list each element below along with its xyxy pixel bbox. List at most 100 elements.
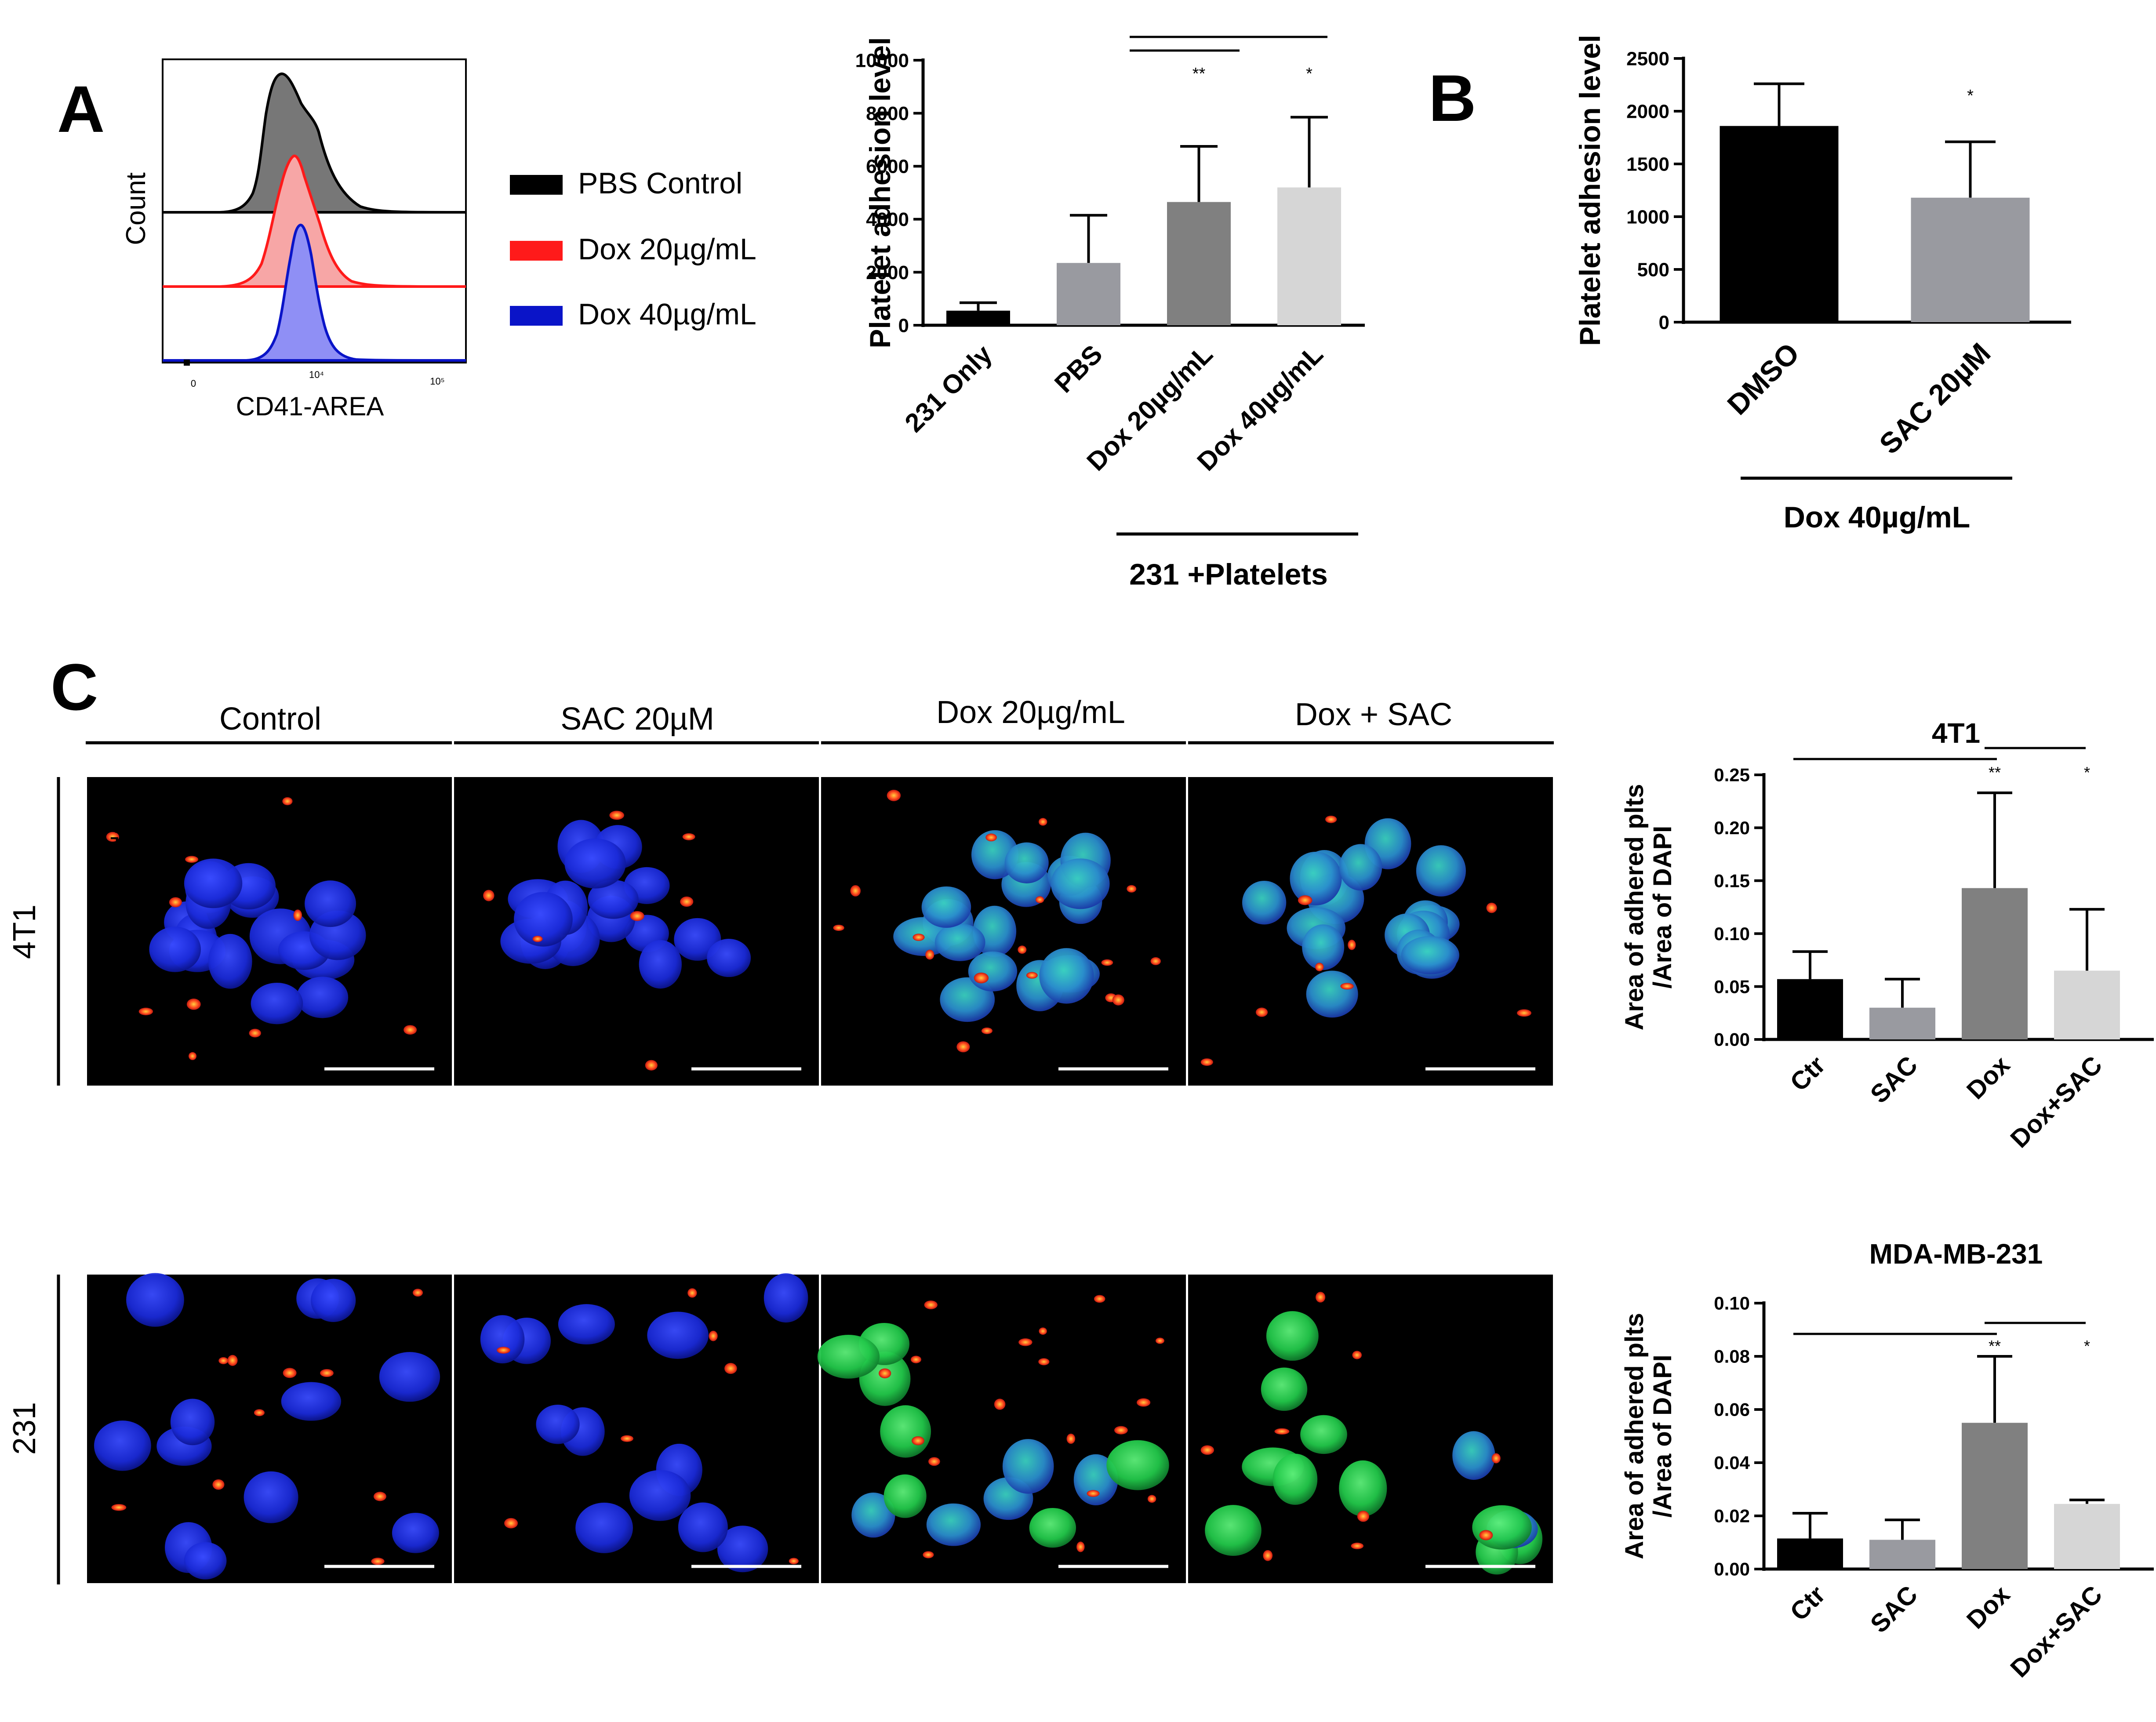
panel-label-a: A (57, 72, 105, 146)
flow-tick-1e4: 10⁴ (309, 369, 324, 380)
platelet-spot (1094, 1295, 1105, 1303)
platelet-spot (283, 1368, 297, 1378)
cell-nucleus (379, 1352, 440, 1402)
flow-y-label: Count (121, 172, 151, 245)
platelet-spot (138, 1007, 153, 1015)
platelet-spot (833, 925, 844, 931)
bar-sac (1869, 1540, 1935, 1569)
platelet-spot (913, 934, 925, 941)
bar-dmso (1720, 126, 1839, 322)
y-tick-label: 4000 (866, 209, 909, 230)
cell-nucleus (1339, 1460, 1387, 1517)
micro-col-dox: Dox 20µg/mL (936, 695, 1125, 730)
platelet-spot (1325, 815, 1337, 823)
bar-dox (1962, 1423, 2028, 1569)
platelet-spot (1112, 994, 1124, 1006)
cell-nucleus (1002, 1439, 1054, 1494)
micrograph-background (1188, 777, 1553, 1086)
bar-dox-20-g-ml (1167, 202, 1231, 325)
micrograph-4T1-3 (1188, 777, 1553, 1086)
legend-swatch-pbs (510, 175, 563, 195)
cell-nucleus (126, 1273, 184, 1327)
platelet-spot (1150, 957, 1161, 965)
legend-swatch-dox20 (510, 241, 563, 261)
flow-trace-dox40 (163, 224, 466, 362)
platelet-spot (1255, 1007, 1268, 1017)
y-axis-label: Platelet adhesion level (864, 37, 896, 349)
platelet-spot (709, 1330, 718, 1341)
chart-c-4t1: 0.00 0.05 0.10 0.15 0.20 0.25 Area of adhered … (1620, 717, 2154, 1153)
platelet-spot (1076, 1541, 1085, 1552)
x-tick-label: SAC (1865, 1050, 1923, 1109)
legend-swatch-dox40 (510, 306, 563, 326)
cell-nucleus (1261, 1367, 1308, 1411)
stain-hoechst: Hoechst 33342 (100, 787, 272, 816)
platelet-spot (1114, 1426, 1128, 1435)
significance-mark: ** (1989, 763, 2001, 781)
legend-label-dox20: Dox 20µg/mL (578, 233, 756, 266)
platelet-spot (1087, 1490, 1100, 1497)
x-tick-label: 231 Only (899, 339, 998, 438)
chart-title: 4T1 (1932, 717, 1980, 749)
y-axis-label-line: Area of adhered plts (1620, 1313, 1649, 1559)
significance-mark: * (2084, 763, 2090, 781)
cell-nucleus (564, 838, 626, 889)
platelet-spot (912, 1436, 924, 1446)
cell-nucleus (311, 1279, 356, 1322)
bar-dox-40-g-ml (1277, 187, 1341, 325)
cell-nucleus (1205, 1505, 1262, 1556)
cell-nucleus (926, 1503, 981, 1546)
chart-title: MDA-MB-231 (1869, 1238, 2043, 1270)
platelet-spot (1136, 1398, 1151, 1407)
stain-gpib: GPIb (100, 823, 158, 852)
platelet-spot (1351, 1542, 1364, 1549)
platelet-spot (682, 833, 695, 840)
cell-nucleus (851, 1492, 895, 1538)
bar-231-only (946, 310, 1010, 325)
cell-nucleus (558, 1304, 615, 1344)
cell-nucleus (588, 879, 639, 919)
y-tick-label: 0.04 (1714, 1453, 1750, 1473)
platelet-spot (1018, 945, 1027, 954)
cell-nucleus (1416, 845, 1466, 897)
legend-label-dox40: Dox 40µg/mL (578, 298, 756, 331)
cell-nucleus (392, 1513, 439, 1553)
platelet-spot (497, 1347, 510, 1354)
platelet-spot (680, 896, 694, 907)
bar-dox-sac (2054, 1504, 2120, 1569)
platelet-spot (254, 1409, 265, 1417)
cell-nucleus (764, 1273, 808, 1323)
cell-nucleus (575, 1502, 633, 1553)
platelet-spot (1155, 1337, 1164, 1344)
cell-nucleus (1452, 1431, 1495, 1480)
platelet-spot (412, 1289, 423, 1297)
cell-nucleus (921, 886, 971, 928)
platelet-spot (1298, 895, 1313, 905)
bar-sac-20-m (1911, 197, 2030, 322)
bar-dox-sac (2054, 970, 2120, 1039)
x-tick-label: Dox+SAC (2005, 1050, 2108, 1153)
platelet-spot (293, 909, 302, 921)
cell-nucleus (934, 923, 985, 961)
cell-nucleus (480, 1315, 525, 1364)
platelet-spot (282, 797, 293, 806)
platelet-spot (1200, 1445, 1214, 1455)
x-tick-label: SAC 20µM (1873, 337, 1997, 461)
platelet-spot (186, 999, 201, 1010)
y-tick-label: 0.00 (1714, 1559, 1750, 1580)
platelet-spot (981, 1027, 993, 1034)
y-tick-label: 500 (1637, 259, 1669, 280)
y-tick-label: 8000 (866, 103, 909, 124)
platelet-spot (1263, 1550, 1273, 1561)
platelet-spot (1018, 1338, 1033, 1346)
platelet-spot (994, 1399, 1006, 1410)
stain-dox: Dox (100, 860, 145, 888)
platelet-spot (928, 1457, 940, 1466)
y-tick-label: 2000 (866, 262, 909, 283)
platelet-spot (185, 856, 198, 863)
x-tick-label: Dox+SAC (2005, 1580, 2108, 1683)
micro-col-control: Control (219, 701, 321, 737)
platelet-spot (1038, 818, 1047, 826)
micrograph-4T1-0 (87, 777, 452, 1086)
bar-ctr (1777, 1538, 1843, 1569)
